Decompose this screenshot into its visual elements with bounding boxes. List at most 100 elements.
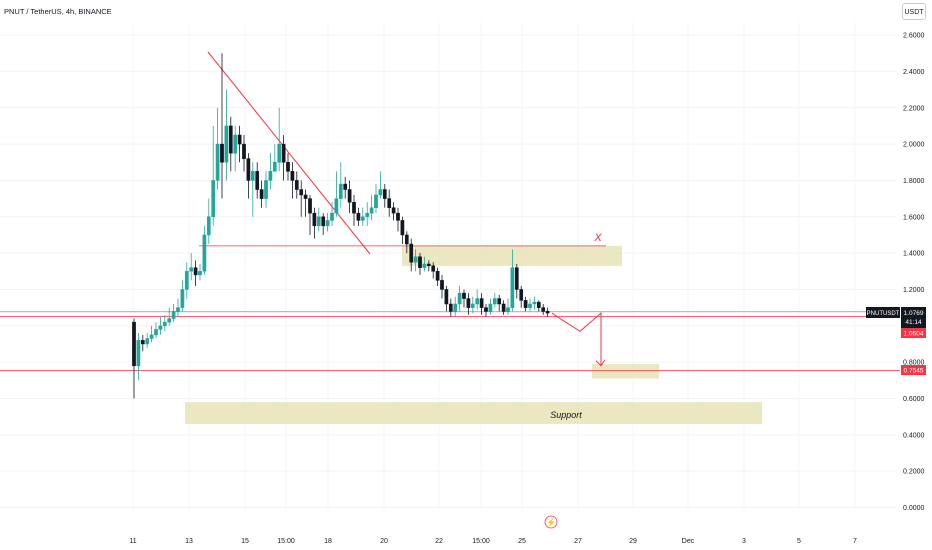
y-tick-label: 2.6000 xyxy=(903,33,925,40)
candle-up xyxy=(457,292,462,305)
candle-down xyxy=(541,307,546,312)
candle-up xyxy=(158,325,163,330)
x-tick-label: 15:00 xyxy=(472,538,490,545)
candle-up xyxy=(176,307,180,312)
y-tick-label: 0.0000 xyxy=(903,505,925,512)
candle-down xyxy=(444,289,449,305)
candle-down xyxy=(501,303,506,312)
candle-up xyxy=(470,303,475,308)
y-tick-label: 0.4000 xyxy=(903,432,925,439)
time-axis[interactable]: 11 13 15 15:00 18 20 22 15:00 25 27 29 Dec 3 5 7 xyxy=(129,538,857,545)
candle-down xyxy=(255,171,260,190)
candle-down xyxy=(228,125,233,154)
y-tick-label: 0.2000 xyxy=(903,469,925,476)
symbol-label: PNUTUSDT xyxy=(867,311,900,317)
y-tick-label: 0.8000 xyxy=(903,360,925,367)
x-tick-label: 13 xyxy=(185,538,193,545)
candle-down xyxy=(523,300,528,308)
candle-down xyxy=(286,162,290,172)
replay-button[interactable]: ⚡ xyxy=(544,515,558,529)
candle-down xyxy=(294,180,299,190)
candle-up xyxy=(184,271,189,290)
candles xyxy=(132,53,550,399)
candle-down xyxy=(308,198,312,214)
candle-down xyxy=(140,340,145,345)
projection-arrowhead xyxy=(595,359,606,367)
zones xyxy=(185,245,762,424)
x-tick-label: Dec xyxy=(682,538,695,545)
candle-up xyxy=(154,329,158,336)
candle-down xyxy=(299,189,304,196)
candle-down xyxy=(404,234,409,245)
candle-up xyxy=(488,303,493,312)
candle-down xyxy=(409,243,414,263)
candle-up xyxy=(233,134,238,154)
candle-up xyxy=(202,234,207,272)
candle-down xyxy=(435,271,440,281)
candle-down xyxy=(418,256,422,268)
x-tick-label: 15:00 xyxy=(277,538,295,545)
candle-down xyxy=(387,198,392,208)
trendline[interactable] xyxy=(207,51,371,255)
candle-up xyxy=(198,271,202,276)
level-1-tag: 1.0504 xyxy=(901,328,926,338)
candle-down xyxy=(400,220,405,236)
projection-line xyxy=(551,311,602,366)
candle-down xyxy=(448,303,453,312)
candle-up xyxy=(528,303,532,308)
candle-down xyxy=(396,212,400,221)
candle-up xyxy=(378,189,383,196)
chart-title: PNUT / TetherUS, 4h, BINANCE xyxy=(4,7,112,16)
candle-up xyxy=(475,298,480,305)
quote-currency-button[interactable]: USDT xyxy=(902,3,926,20)
price-axis[interactable]: 0.00000.20000.40000.60000.80001.00001.20… xyxy=(903,33,925,512)
candle-down xyxy=(259,189,264,199)
candle-up xyxy=(224,125,229,163)
candle-up xyxy=(268,171,273,181)
x-tick-label: 15 xyxy=(241,538,249,545)
candle-up xyxy=(334,198,339,214)
candle-up xyxy=(360,216,365,221)
candle-down xyxy=(382,189,387,199)
x-tick-label: 5 xyxy=(797,538,801,545)
candle-down xyxy=(440,280,444,290)
x-tick-label: 29 xyxy=(629,538,637,545)
candle-up xyxy=(145,338,150,345)
candle-down xyxy=(426,263,431,267)
candle-up xyxy=(189,267,194,272)
candle-up xyxy=(180,289,185,308)
price-zone xyxy=(185,402,762,424)
x-tick-label: 27 xyxy=(574,538,582,545)
candle-up xyxy=(325,220,330,227)
candle-up xyxy=(206,216,211,236)
candle-down xyxy=(479,298,484,308)
candle-down xyxy=(545,311,550,314)
candle-down xyxy=(246,158,251,181)
candle-down xyxy=(193,267,198,276)
candle-down xyxy=(237,134,242,145)
candle-down xyxy=(431,265,436,272)
support-label: Support xyxy=(550,410,582,420)
candle-down xyxy=(132,321,136,367)
candle-down xyxy=(356,212,361,221)
x-tick-label: 11 xyxy=(129,538,136,545)
y-tick-label: 2.4000 xyxy=(903,69,925,76)
candle-up xyxy=(136,340,141,367)
candle-up xyxy=(211,180,216,218)
candle-up xyxy=(272,162,277,172)
candle-up xyxy=(316,216,321,227)
candle-down xyxy=(242,143,246,159)
x-tick-label: 25 xyxy=(518,538,526,545)
y-tick-label: 1.4000 xyxy=(903,251,925,258)
candle-down xyxy=(312,212,317,227)
y-tick-label: 1.2000 xyxy=(903,287,925,294)
candle-up xyxy=(167,318,172,323)
symbol-price-tag: PNUTUSDT 1.0769 41:14 xyxy=(866,307,926,328)
candle-down xyxy=(391,207,396,214)
candle-up xyxy=(506,307,510,312)
candle-down xyxy=(536,301,541,308)
candle-down xyxy=(497,298,502,305)
candle-up xyxy=(369,207,374,214)
y-tick-label: 1.8000 xyxy=(903,178,925,185)
